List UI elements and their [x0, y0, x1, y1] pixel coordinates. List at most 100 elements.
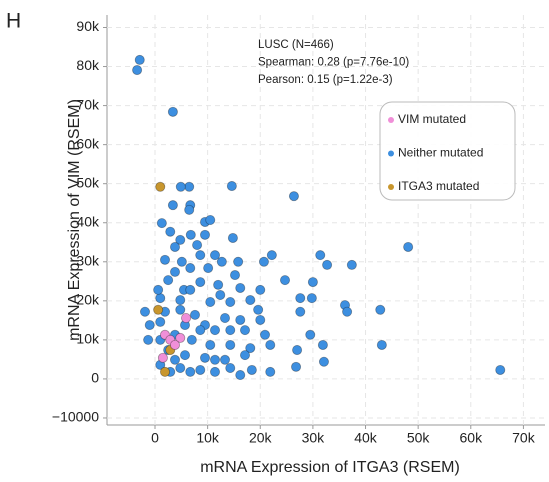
legend-box	[379, 101, 516, 201]
points	[132, 54, 506, 381]
point	[195, 364, 206, 375]
point	[225, 362, 236, 373]
x-tick-label: 40k	[354, 430, 378, 446]
point	[245, 295, 256, 306]
point	[186, 334, 197, 345]
point	[144, 320, 155, 331]
point	[192, 239, 203, 250]
point	[495, 364, 506, 375]
point	[175, 304, 186, 315]
point	[318, 356, 329, 367]
legend-label: VIM mutated	[398, 112, 466, 126]
point	[226, 181, 237, 192]
y-tick-label: 80k	[76, 57, 100, 73]
point	[157, 352, 168, 363]
point	[176, 256, 187, 267]
point	[215, 289, 226, 300]
point	[266, 250, 277, 261]
annotation: Pearson: 0.15 (p=1.22e-3)	[258, 74, 393, 86]
point	[209, 354, 220, 365]
point	[306, 293, 317, 304]
annotation: LUSC (N=466)	[258, 39, 334, 51]
point	[375, 304, 386, 315]
point	[225, 296, 236, 307]
y-tick-label: 20k	[76, 292, 100, 308]
point	[159, 254, 170, 265]
point	[291, 361, 302, 372]
point	[265, 339, 276, 350]
point	[295, 293, 306, 304]
point	[199, 352, 210, 363]
point	[184, 204, 195, 215]
y-tick-label: 0	[91, 370, 99, 386]
legend-label: ITGA3 mutated	[398, 179, 479, 193]
point	[175, 181, 186, 192]
point	[315, 250, 326, 261]
point	[169, 241, 180, 252]
point	[245, 343, 256, 354]
y-tick-label: 60k	[76, 135, 100, 151]
x-tick-label: 70k	[512, 430, 536, 446]
point	[179, 350, 190, 361]
point	[134, 54, 145, 65]
legend-marker	[388, 184, 394, 190]
point	[155, 316, 166, 327]
point	[195, 250, 206, 261]
point	[279, 275, 290, 286]
point	[235, 282, 246, 293]
point	[265, 366, 276, 377]
point	[253, 304, 264, 315]
point	[235, 370, 246, 381]
point	[292, 345, 303, 356]
annotation: Spearman: 0.28 (p=7.76e-10)	[258, 57, 409, 69]
point	[169, 266, 180, 277]
point	[175, 295, 186, 306]
point	[169, 339, 180, 350]
point	[167, 106, 178, 117]
point	[307, 277, 318, 288]
legend-marker	[388, 150, 394, 157]
y-tick-label: 90k	[76, 18, 100, 34]
point	[229, 270, 240, 281]
x-tick-label: 10k	[196, 430, 220, 446]
point	[259, 329, 270, 340]
y-tick-label: 70k	[76, 96, 100, 112]
point	[209, 250, 220, 261]
point	[185, 366, 196, 377]
point	[346, 259, 357, 270]
point	[153, 304, 164, 315]
legend-label: Neither mutated	[398, 146, 483, 160]
point	[203, 263, 214, 274]
point	[209, 366, 220, 377]
y-tick-label: 10k	[76, 331, 100, 347]
point	[185, 263, 196, 274]
point	[185, 284, 196, 295]
point	[153, 284, 164, 295]
point	[219, 354, 230, 365]
y-tick-label: 50k	[76, 174, 100, 190]
point	[143, 334, 154, 345]
point	[239, 325, 250, 336]
panel-label: H	[6, 10, 21, 33]
point	[169, 354, 180, 365]
point	[305, 329, 316, 340]
x-tick-label: 20k	[249, 430, 273, 446]
point	[288, 191, 299, 202]
point	[258, 256, 269, 267]
point	[155, 181, 166, 192]
point	[156, 218, 167, 229]
point	[403, 241, 414, 252]
x-tick-label: 50k	[407, 430, 431, 446]
point	[255, 314, 266, 325]
x-tick-label: 60k	[460, 430, 484, 446]
point	[225, 339, 236, 350]
point	[199, 229, 210, 240]
y-tick-label: 30k	[76, 252, 100, 268]
point	[219, 313, 230, 324]
point	[255, 284, 266, 295]
point	[205, 296, 216, 307]
point	[189, 309, 200, 320]
point	[239, 350, 250, 361]
